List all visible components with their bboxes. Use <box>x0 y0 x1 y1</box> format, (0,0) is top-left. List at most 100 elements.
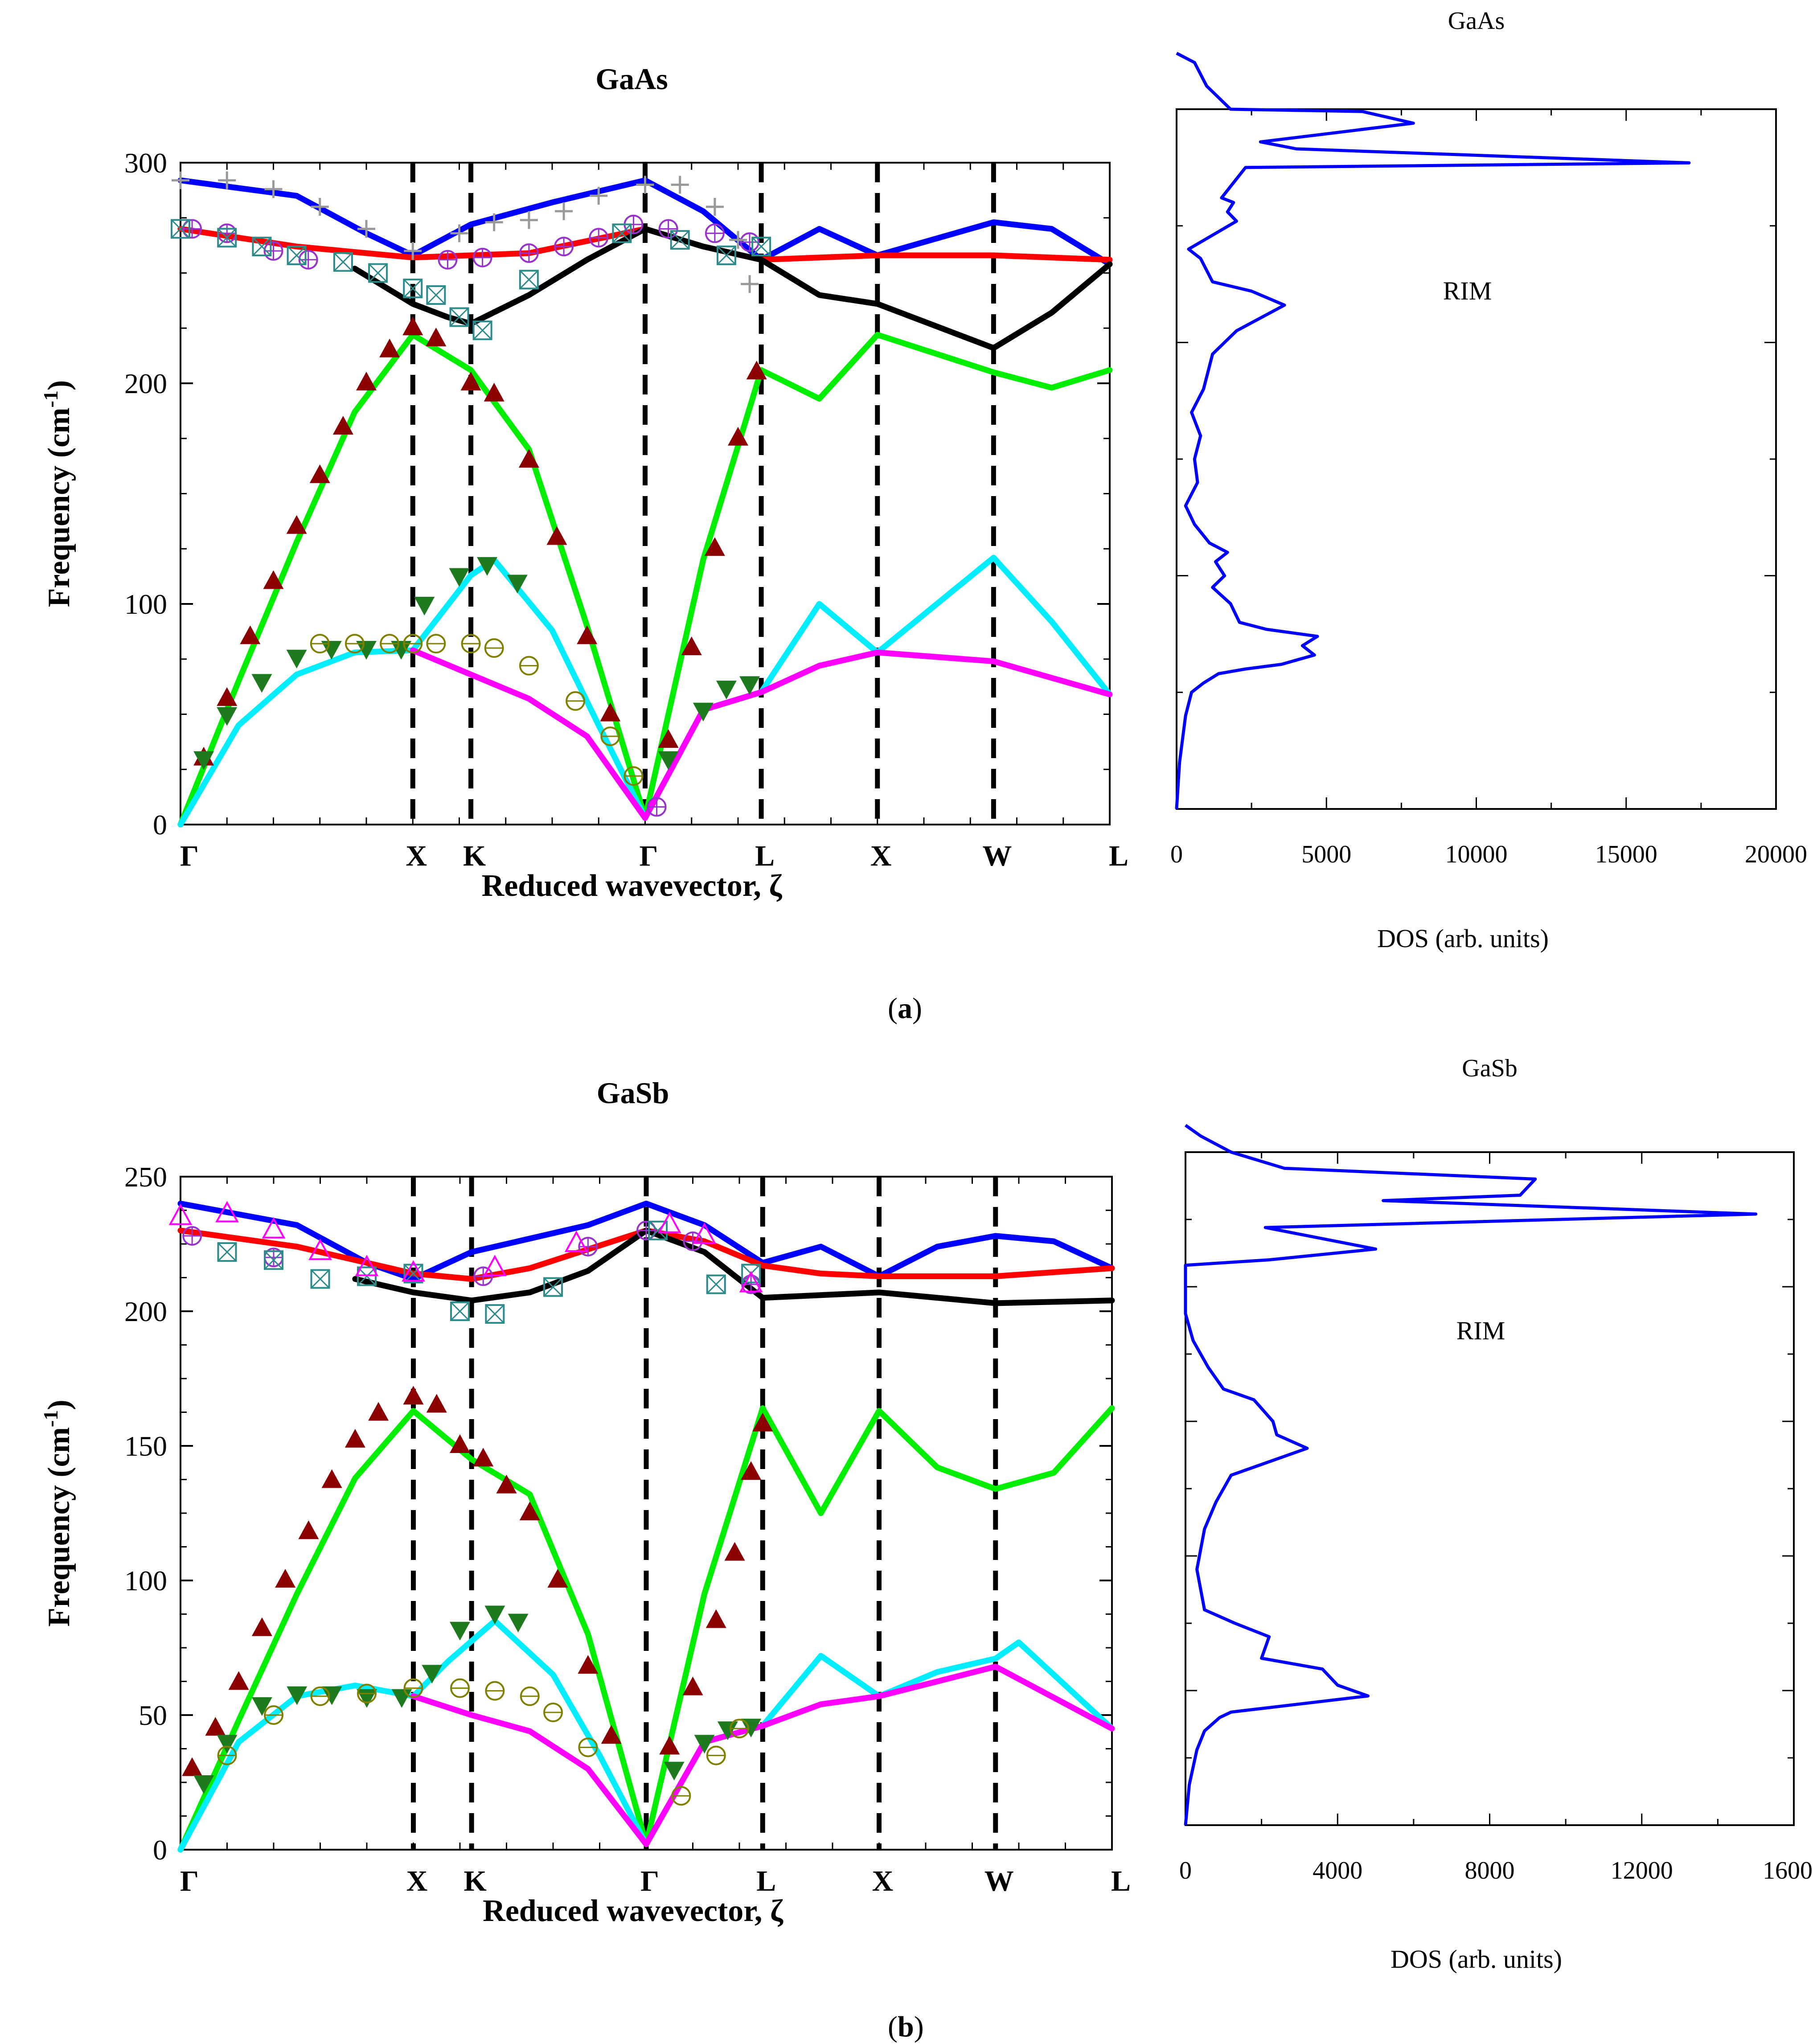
exp-triangle-point <box>426 328 447 346</box>
series-blue-line <box>177 177 1113 267</box>
exp-down-triangle-point <box>717 1721 738 1740</box>
y-tick-label: 0 <box>153 1834 167 1866</box>
x-tick-label: W <box>984 1865 1014 1897</box>
exp-open-triangle-point <box>308 1238 332 1260</box>
exp-circle-plus-point <box>589 228 609 248</box>
dos-curve <box>1175 52 1691 809</box>
exp-circle-point <box>450 1678 470 1698</box>
x-tick-label: Γ <box>640 840 658 872</box>
exp-circle-point <box>566 691 586 711</box>
x-tick-label: L <box>1109 840 1128 872</box>
exp-down-triangle-point <box>391 641 412 660</box>
exp-circle-plus-point <box>658 219 678 239</box>
exp-down-triangle-point <box>477 557 498 576</box>
dos-x-tick-label: 15000 <box>1595 841 1657 868</box>
series-black-line <box>352 226 1113 351</box>
exp-triangle-point <box>682 1676 703 1695</box>
x-tick-label: X <box>872 1865 894 1897</box>
exp-down-triangle-point <box>508 1613 529 1633</box>
exp-triangle-point <box>182 1757 203 1776</box>
exp-plus-point <box>706 198 724 216</box>
x-axis-label: Reduced wavevector, ζ <box>482 869 783 903</box>
exp-down-triangle-point <box>507 575 528 594</box>
exp-triangle-point <box>728 427 748 446</box>
exp-triangle-point <box>659 1736 680 1755</box>
dos-x-tick-label: 20000 <box>1745 841 1807 868</box>
exp-triangle-point <box>321 1469 342 1488</box>
exp-triangle-point <box>403 1386 424 1405</box>
exp-box-x-point <box>670 230 690 250</box>
exp-circle-plus-point <box>683 1231 703 1251</box>
exp-triangle-point <box>345 1428 365 1448</box>
x-tick-label: L <box>1111 1865 1131 1897</box>
exp-circle-plus-point <box>740 232 760 252</box>
exp-circle-point <box>264 1705 283 1725</box>
exp-triangle-point <box>298 1520 319 1539</box>
exp-circle-plus-point <box>438 250 458 270</box>
caption-a: (a) <box>888 992 922 1025</box>
dos-title: GaSb <box>1462 1055 1517 1082</box>
exp-open-triangle-point <box>262 1217 286 1239</box>
exp-circle-plus-point <box>217 223 237 243</box>
gaas-dos: 0 5000 10000 15000 20000 GaAs RIM DOS (arb. uni… <box>1170 7 1807 953</box>
exp-triangle-point <box>741 1461 762 1480</box>
exp-triangle-point <box>704 537 725 556</box>
exp-box-x-point <box>519 270 539 290</box>
exp-box-x-point <box>485 1304 505 1324</box>
exp-down-triangle-point <box>217 1735 238 1754</box>
exp-plus-point <box>671 176 689 194</box>
exp-triangle-point <box>263 570 284 589</box>
exp-plus-point <box>264 180 283 198</box>
exp-plus-point <box>636 176 654 194</box>
exp-box-x-point <box>287 245 307 265</box>
exp-circle-point <box>357 1683 377 1703</box>
exp-down-triangle-point <box>449 568 470 587</box>
dos-x-axis-label: DOS (arb. units) <box>1391 1945 1562 1974</box>
y-tick-label: 200 <box>124 368 167 399</box>
exp-box-x-point <box>716 245 736 265</box>
exp-down-triangle-point <box>391 1689 412 1708</box>
exp-down-triangle-point <box>251 1697 272 1716</box>
exp-triangle-point <box>496 1474 517 1494</box>
exp-down-triangle-point <box>658 751 679 770</box>
exp-open-triangle-point <box>215 1201 239 1223</box>
exp-triangle-point <box>450 1434 470 1453</box>
exp-plus-point <box>729 231 747 249</box>
exp-down-triangle-point <box>739 676 760 695</box>
y-tick-label: 150 <box>124 1430 167 1462</box>
exp-box-x-point <box>217 228 237 248</box>
exp-circle-point <box>380 634 400 654</box>
exp-box-x-point <box>357 1266 377 1286</box>
x-tick-label: X <box>406 840 427 872</box>
exp-circle-point <box>543 1702 563 1722</box>
gaas-dispersion: 0 100 200 300 Γ X K Γ L X W L GaAs Reduced wavevector… <box>39 62 1128 903</box>
exp-open-triangle-point <box>657 1211 681 1233</box>
exp-circle-plus-point <box>472 247 492 267</box>
exp-circle-point <box>623 766 644 786</box>
exp-circle-point <box>520 1686 540 1706</box>
exp-box-x-point <box>612 223 632 243</box>
exp-circle-point <box>706 1745 726 1765</box>
exp-plus-point <box>741 275 759 293</box>
exp-circle-point <box>403 634 423 654</box>
exp-plus-point <box>218 171 236 189</box>
exp-triangle-point <box>706 1609 726 1628</box>
exp-plus-point <box>172 171 189 189</box>
dos-x-tick-label: 0 <box>1179 1857 1192 1884</box>
dos-x-tick-label: 10000 <box>1445 841 1508 868</box>
exp-triangle-point <box>724 1542 745 1561</box>
exp-circle-plus-point <box>519 243 539 263</box>
x-tick-label: L <box>755 840 775 872</box>
exp-circle-plus-point <box>263 241 283 261</box>
exp-box-x-point <box>472 320 492 341</box>
exp-down-triangle-point <box>193 1775 214 1794</box>
exp-circle-point <box>461 634 481 654</box>
exp-circle-plus-point <box>298 250 318 270</box>
exp-box-x-point <box>333 252 353 272</box>
exp-triangle-point <box>546 526 567 545</box>
dos-x-tick-label: 12000 <box>1611 1857 1673 1884</box>
exp-down-triangle-point <box>286 649 307 669</box>
exp-triangle-point <box>426 1394 447 1413</box>
exp-circle-point <box>217 1745 237 1765</box>
exp-circle-point <box>403 1678 423 1698</box>
